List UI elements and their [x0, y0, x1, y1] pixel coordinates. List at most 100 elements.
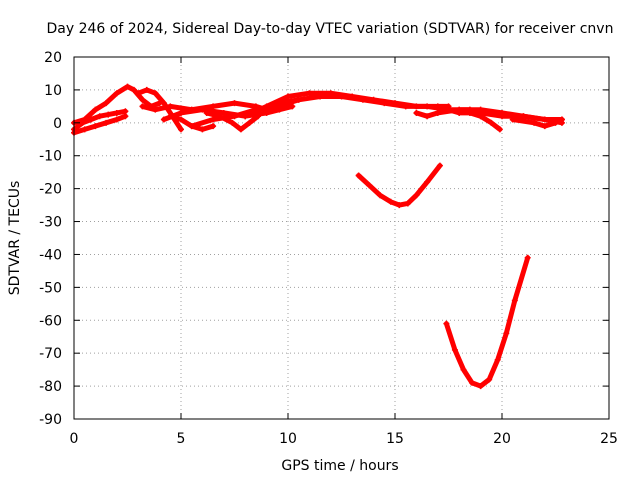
data-point [220, 109, 227, 116]
data-point [511, 297, 518, 304]
data-point [124, 83, 131, 90]
y-tick-label: -70 [39, 346, 62, 362]
y-tick-label: -50 [39, 280, 62, 296]
data-point [486, 376, 493, 383]
data-point [188, 123, 195, 130]
data-point [178, 126, 184, 133]
data-point [88, 116, 95, 123]
y-tick-label: 0 [53, 116, 62, 132]
data-point [466, 109, 473, 116]
data-point [160, 116, 167, 123]
data-point [469, 379, 476, 386]
data-point [152, 90, 159, 97]
x-tick-label: 25 [600, 431, 618, 447]
y-tick-label: -30 [39, 215, 62, 231]
data-point [203, 109, 210, 116]
data-point [263, 109, 270, 116]
data-point [387, 198, 394, 205]
data-point [317, 93, 324, 100]
data-point [81, 126, 88, 133]
data-point [92, 123, 99, 130]
data-point [424, 113, 431, 120]
data-point [139, 96, 146, 103]
y-tick-label: 20 [44, 50, 62, 66]
data-point [255, 113, 262, 120]
y-tick-label: -10 [39, 149, 62, 165]
data-point [413, 192, 420, 199]
data-point [105, 111, 112, 118]
data-point [381, 100, 388, 107]
data-point [355, 172, 362, 179]
y-tick-label: -60 [39, 313, 62, 329]
data-point [139, 103, 146, 110]
data-point [404, 200, 411, 207]
chart-title: Day 246 of 2024, Sidereal Day-to-day VTE… [47, 21, 614, 37]
data-point [178, 109, 184, 116]
data-point [436, 162, 443, 169]
data-point [477, 109, 484, 116]
series-line-pass-9 [189, 97, 302, 129]
data-point [210, 123, 217, 130]
data-point [81, 116, 88, 123]
x-tick-label: 0 [70, 431, 79, 447]
y-tick-label: -80 [39, 379, 62, 395]
data-point [552, 119, 559, 126]
data-point [494, 356, 501, 363]
data-point [456, 109, 463, 116]
data-point [152, 106, 159, 113]
data-point [237, 126, 244, 133]
data-point [413, 109, 420, 116]
data-point [295, 96, 302, 103]
data-point [246, 119, 253, 126]
data-point [524, 254, 531, 261]
data-point [103, 119, 110, 126]
data-point [424, 179, 431, 186]
data-point [167, 113, 174, 120]
x-tick-label: 20 [493, 431, 511, 447]
y-tick-label: -40 [39, 247, 62, 263]
data-point [130, 86, 137, 93]
data-point [338, 93, 345, 100]
data-point [451, 346, 458, 353]
plot-frame [73, 56, 610, 420]
series-line-pass-17 [443, 255, 531, 389]
data-point [434, 109, 441, 116]
x-axis-label: GPS time / hours [281, 458, 398, 474]
data-point [274, 100, 281, 107]
data-point [402, 103, 409, 110]
data-point [135, 90, 142, 97]
data-point [488, 119, 495, 126]
data-point [96, 113, 103, 120]
data-point [122, 113, 129, 120]
data-point [424, 103, 431, 110]
x-tick-label: 10 [279, 431, 297, 447]
data-point [231, 113, 238, 120]
data-point [167, 103, 174, 110]
data-point [499, 113, 505, 120]
data-point [242, 113, 249, 120]
data-point [231, 100, 238, 107]
data-point [229, 119, 236, 126]
data-point [113, 116, 120, 123]
data-point [199, 126, 206, 133]
data-point [503, 330, 510, 337]
data-point [443, 320, 450, 327]
data-point [477, 383, 484, 390]
data-point [103, 100, 110, 107]
y-tick-label: -20 [39, 182, 62, 198]
data-point [92, 106, 99, 113]
data-series [71, 83, 565, 390]
series-line-pass-2 [71, 84, 163, 126]
y-axis-label: SDTVAR / TECUs [7, 181, 23, 296]
data-point [113, 109, 120, 116]
y-tick-label: 10 [44, 83, 62, 99]
data-point [541, 123, 548, 130]
axis-ticks: 0 5 10 15 20 25 20 10 0 -10 -20 -30 -40 -50 -60 -70 -80 -… [39, 50, 618, 447]
data-point [359, 96, 366, 103]
data-point [263, 103, 270, 110]
data-point [210, 116, 217, 123]
data-point [445, 106, 452, 113]
data-point [396, 202, 403, 209]
data-point [160, 100, 167, 107]
data-point [377, 192, 384, 199]
